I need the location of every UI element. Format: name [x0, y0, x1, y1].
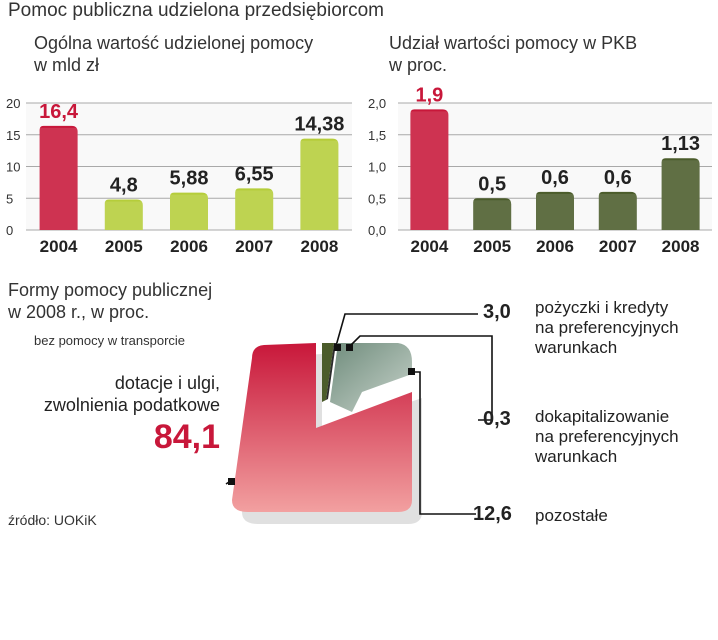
- loans-label-line3: warunkach: [535, 338, 618, 357]
- right-chart-title: Udział wartości pomocy w PKB w proc.: [389, 32, 637, 76]
- bar-highlight: [104, 201, 143, 230]
- bar-chart-gdp-share: 0,0 0,5 1,0 1,5 2,0 1,9 2004 0,5 2005 0,6 2006 0,6 2…: [368, 84, 712, 256]
- left-chart-title: Ogólna wartość udzielonej pomocy w mld z…: [34, 32, 313, 76]
- bar-highlight: [170, 194, 208, 230]
- data-label: 1,9: [415, 84, 443, 106]
- data-label: 14,38: [294, 114, 344, 136]
- main-slice-label: dotacje i ulgi, zwolnienia podatkowe: [20, 372, 220, 416]
- bar: [39, 125, 78, 230]
- bar: [598, 191, 637, 230]
- x-tick-label: 2004: [40, 237, 78, 256]
- y-tick-label: 1,0: [368, 160, 386, 175]
- recapitalization-label-line2: na preferencyjnych: [535, 427, 679, 446]
- x-tick-label: 2005: [105, 237, 143, 256]
- y-tick-label: 15: [6, 128, 20, 143]
- bar: [536, 191, 574, 230]
- x-tick-label: 2006: [170, 237, 208, 256]
- bar: [410, 109, 449, 230]
- main-slice-label-line2: zwolnienia podatkowe: [43, 395, 220, 415]
- x-tick-label: 2004: [410, 237, 448, 256]
- data-label: 16,4: [39, 101, 79, 123]
- x-tick-label: 2007: [235, 237, 273, 256]
- loans-label-line1: pożyczki i kredyty: [535, 298, 669, 317]
- data-label: 1,13: [661, 133, 700, 155]
- y-tick-label: 10: [6, 160, 20, 175]
- bar-highlight: [410, 111, 449, 230]
- other-value: 12,6: [473, 503, 512, 525]
- bar-highlight: [536, 193, 574, 230]
- y-tick-label: 0,5: [368, 191, 386, 206]
- x-tick-label: 2005: [473, 237, 511, 256]
- data-label: 5,88: [170, 168, 209, 190]
- right-chart-title-line2: w proc.: [389, 55, 448, 75]
- source-note: źródło: UOKiK: [8, 512, 97, 528]
- data-label: 0,6: [604, 167, 632, 189]
- y-tick-label: 2,0: [368, 96, 386, 111]
- loans-value: 3,0: [483, 301, 511, 323]
- bar-highlight: [235, 190, 274, 230]
- pie-title-line1: Formy pomocy publicznej: [8, 280, 213, 300]
- y-tick-label: 0: [6, 223, 13, 238]
- pie-slice-subsidies: [232, 343, 412, 512]
- bar: [104, 199, 143, 230]
- data-label: 0,5: [478, 173, 506, 195]
- bar-highlight: [300, 140, 339, 230]
- other-label: pozostałe: [535, 506, 608, 525]
- x-tick-label: 2008: [662, 237, 700, 256]
- data-label: 6,55: [235, 163, 274, 185]
- pie-slice-other: [330, 343, 412, 412]
- x-tick-label: 2008: [300, 237, 338, 256]
- bar: [170, 192, 208, 230]
- x-tick-label: 2006: [536, 237, 574, 256]
- pie-section-title: Formy pomocy publicznej w 2008 r., w pro…: [8, 279, 212, 323]
- recapitalization-value: 0,3: [483, 408, 511, 430]
- data-label: 0,6: [541, 167, 569, 189]
- recapitalization-label-line1: dokapitalizowanie: [535, 407, 670, 426]
- x-tick-label: 2007: [599, 237, 637, 256]
- recapitalization-label: dokapitalizowanie na preferencyjnych war…: [535, 407, 679, 467]
- bar-highlight: [39, 127, 78, 230]
- bar: [661, 158, 700, 230]
- pie-slice-recapitalization: [326, 343, 336, 400]
- leader-markers: [228, 344, 415, 485]
- bar-highlight: [661, 160, 700, 230]
- pie-subtitle: bez pomocy w transporcie: [34, 333, 186, 348]
- y-tick-label: 0,0: [368, 223, 386, 238]
- main-slice-label-line1: dotacje i ulgi,: [114, 373, 220, 393]
- bar-highlight: [598, 193, 637, 230]
- loans-label: pożyczki i kredyty na preferencyjnych wa…: [535, 298, 679, 358]
- page-title: Pomoc publiczna udzielona przedsiębiorco…: [8, 0, 384, 21]
- leader-lines: [225, 313, 493, 515]
- left-chart-title-line1: Ogólna wartość udzielonej pomocy: [34, 33, 314, 53]
- bar-chart-total-aid: 0 5 10 15 20 16,4 2004 4,8 2005 5,88 2006 6,55 2007 1…: [6, 96, 352, 256]
- loans-label-line2: na preferencyjnych: [535, 318, 679, 337]
- pie-title-line2: w 2008 r., w proc.: [8, 302, 150, 322]
- y-tick-label: 5: [6, 191, 13, 206]
- y-tick-label: 20: [6, 96, 20, 111]
- left-chart-title-line2: w mld zł: [34, 55, 100, 75]
- y-tick-label: 1,5: [368, 128, 386, 143]
- data-label: 4,8: [110, 175, 138, 197]
- right-chart-title-line1: Udział wartości pomocy w PKB: [389, 33, 638, 53]
- bar: [235, 188, 274, 230]
- bar: [473, 198, 512, 230]
- bar: [300, 138, 339, 230]
- bar-highlight: [473, 200, 512, 230]
- recapitalization-label-line3: warunkach: [535, 447, 618, 466]
- pie-slice-loans: [322, 343, 334, 402]
- main-slice-value: 84,1: [153, 418, 220, 456]
